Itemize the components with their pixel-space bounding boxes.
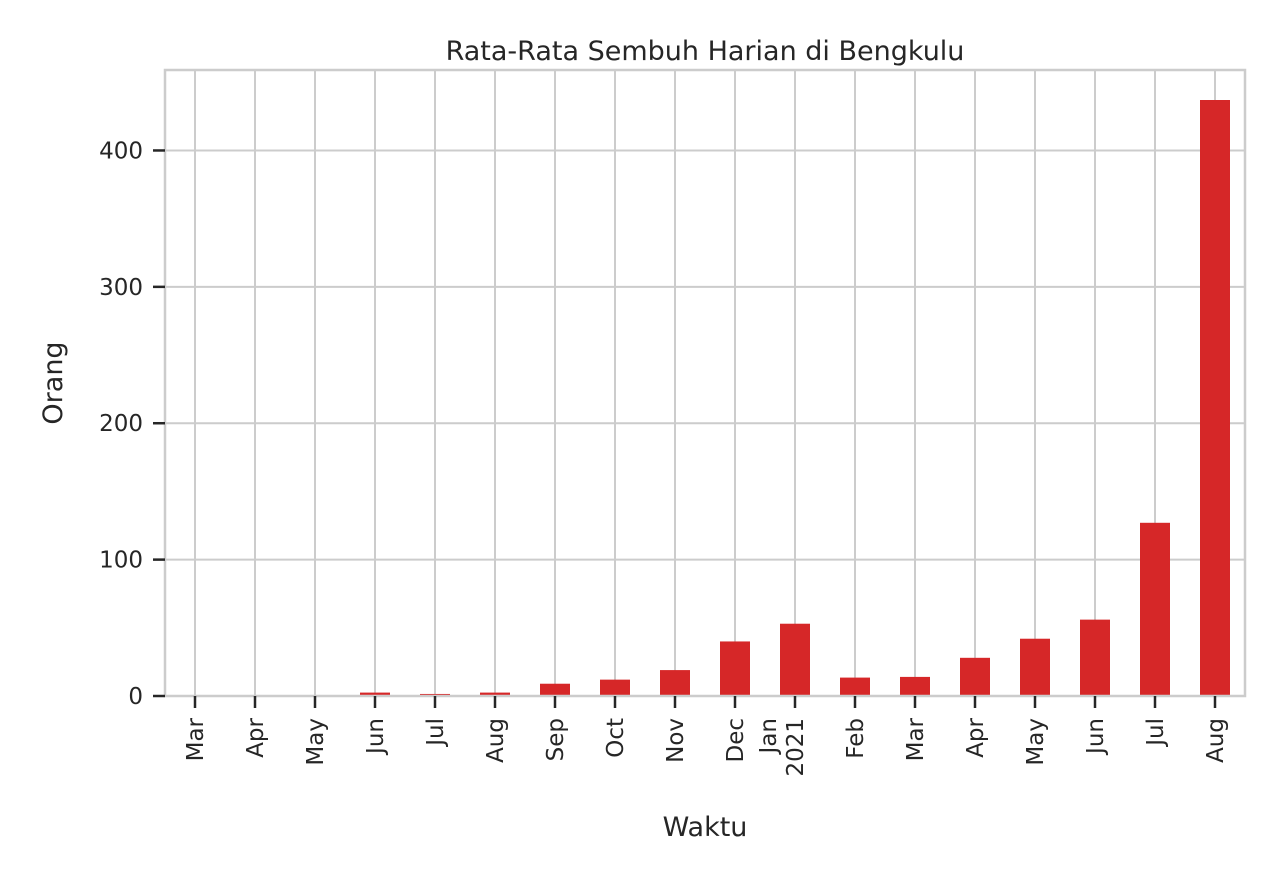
bar — [660, 670, 690, 696]
x-tick-label: Apr — [963, 717, 989, 757]
bar — [1020, 638, 1050, 696]
bar — [780, 623, 810, 696]
y-tick-label: 100 — [99, 548, 143, 574]
bar — [840, 677, 870, 696]
x-tick-label: Mar — [183, 717, 209, 761]
chart-title: Rata-Rata Sembuh Harian di Bengkulu — [446, 36, 965, 67]
y-tick-label: 400 — [99, 138, 143, 164]
bar — [540, 683, 570, 696]
x-tick-label: Feb — [843, 718, 869, 759]
x-tick-label: Aug — [1203, 718, 1229, 763]
bar — [720, 641, 750, 696]
x-tick-label: Jan2021 — [756, 718, 809, 777]
x-tick-label: Jun — [363, 718, 389, 756]
x-tick-label: Jun — [1083, 718, 1109, 756]
bar — [600, 679, 630, 696]
x-axis-title: Waktu — [663, 812, 748, 843]
x-tick-label: Oct — [603, 718, 629, 758]
bar — [480, 692, 510, 696]
x-tick-label: Dec — [723, 718, 749, 763]
x-tick-label: Nov — [663, 718, 689, 763]
bar-layer — [240, 100, 1230, 697]
tick-layer — [153, 149, 1217, 708]
x-tick-label: May — [303, 718, 329, 766]
y-tick-label: 200 — [99, 411, 143, 437]
x-tick-label: May — [1023, 718, 1049, 766]
y-tick-labels: 0 100 200 300 400 — [99, 138, 143, 710]
x-tick-label: Sep — [543, 718, 569, 761]
bar — [360, 692, 390, 696]
grid-layer — [165, 70, 1245, 697]
x-tick-labels: Mar Apr May Jun Jul Aug Sep Oct Nov Dec Jan2021 Feb… — [183, 717, 1229, 776]
plot-frame — [163, 68, 1247, 698]
x-tick-label: Mar — [903, 717, 929, 761]
y-tick-label: 0 — [128, 684, 143, 710]
y-axis-title: Orang — [38, 341, 69, 424]
bar — [1200, 100, 1230, 697]
y-tick-label: 300 — [99, 275, 143, 301]
x-tick-label: Aug — [483, 718, 509, 763]
bar — [1080, 619, 1110, 696]
bar — [1140, 522, 1170, 696]
x-tick-label: Apr — [243, 717, 269, 757]
x-tick-label: Jul — [1143, 718, 1169, 748]
bar — [960, 657, 990, 696]
x-tick-label: Jul — [423, 718, 449, 748]
bar — [900, 676, 930, 696]
